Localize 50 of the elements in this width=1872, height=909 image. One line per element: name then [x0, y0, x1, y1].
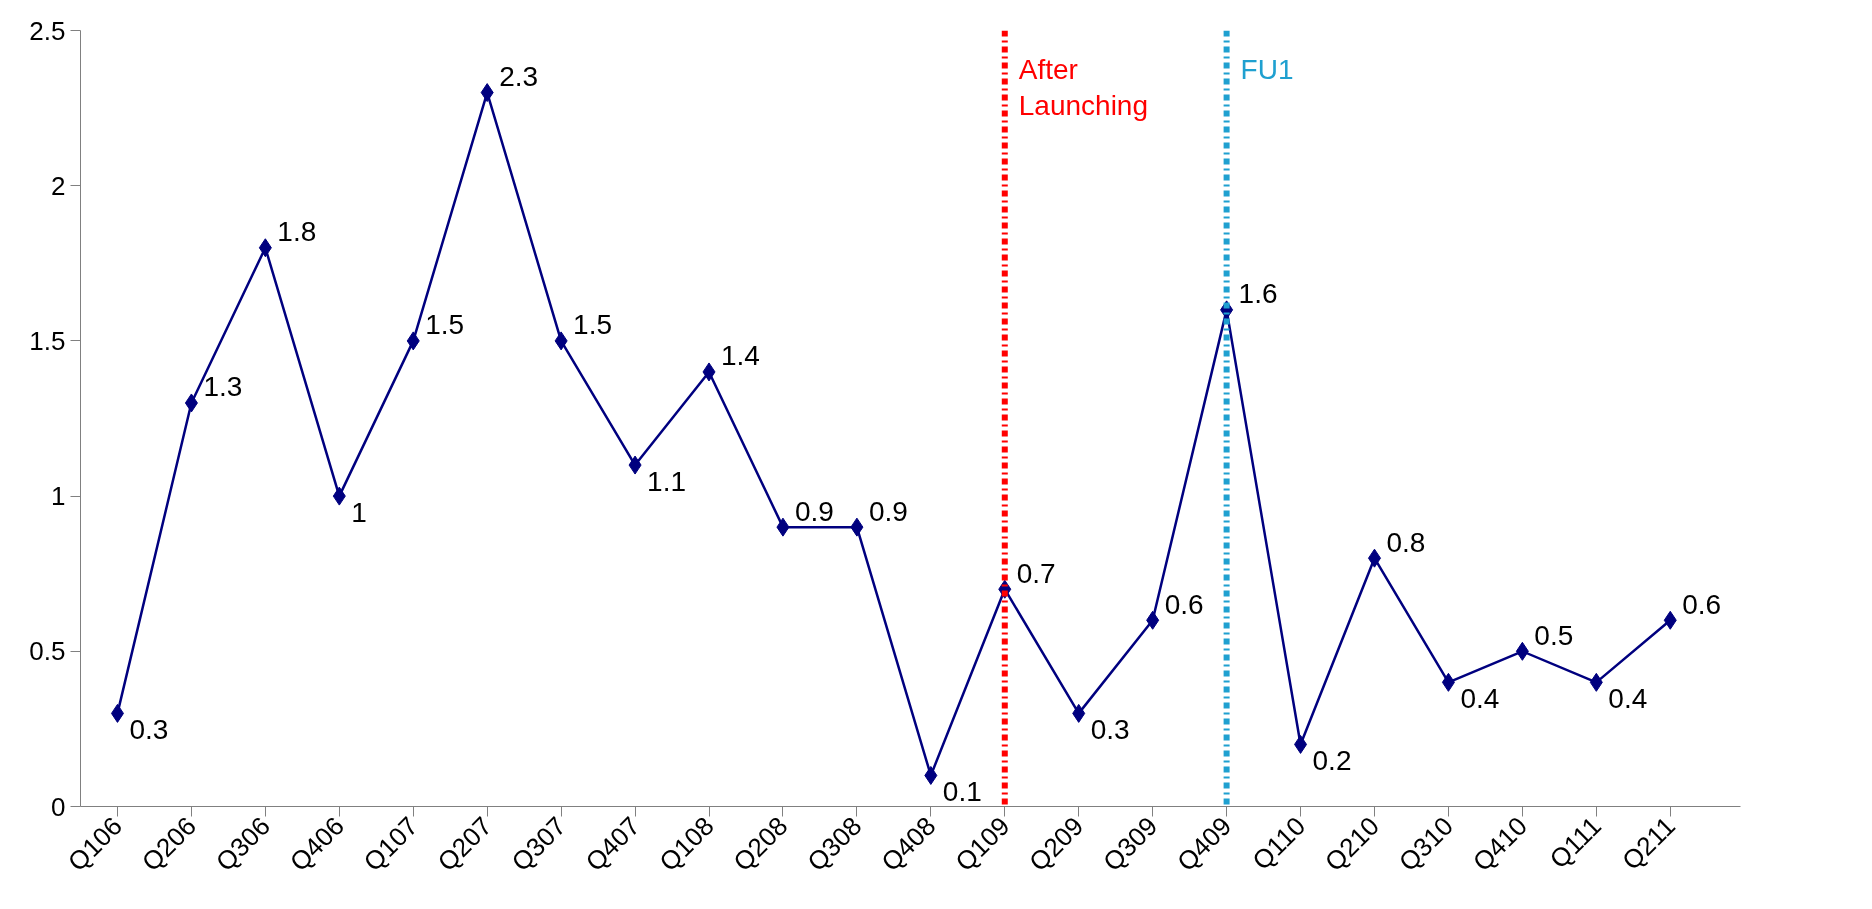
- data-label: 0.6: [1682, 588, 1722, 620]
- point: [332, 486, 346, 506]
- data-label: 1: [351, 496, 367, 528]
- point: [1367, 548, 1381, 568]
- data-label: 0.6: [1164, 588, 1204, 620]
- data-label: 0.9: [794, 495, 834, 527]
- y-tick-label: 1.5: [29, 325, 66, 356]
- point: [258, 238, 272, 258]
- point: [776, 517, 790, 537]
- y-tick-label: 2: [51, 170, 66, 201]
- data-label: 1.6: [1238, 278, 1278, 310]
- data-label: 0.4: [1460, 682, 1500, 714]
- point: [554, 331, 568, 351]
- data-label: 1.1: [647, 465, 686, 497]
- point: [1663, 610, 1677, 630]
- data-label: 0.2: [1312, 744, 1352, 776]
- y-tick-label: 2.5: [29, 15, 66, 46]
- data-label: 0.3: [1090, 713, 1130, 745]
- data-label: 1.4: [721, 340, 760, 372]
- point: [1589, 672, 1603, 692]
- point: [1146, 610, 1160, 630]
- point: [702, 362, 716, 382]
- ref-line-label: FU1: [1240, 53, 1294, 85]
- data-label: 1.3: [203, 371, 243, 403]
- data-label: 0.5: [1534, 619, 1574, 651]
- data-label: 1.5: [573, 309, 613, 341]
- point: [1072, 703, 1086, 723]
- data-label: 1.5: [425, 309, 465, 341]
- data-label: 2.3: [499, 61, 539, 93]
- point: [628, 455, 642, 475]
- data-label: 0.4: [1608, 682, 1648, 714]
- y-tick-label: 0: [51, 791, 66, 822]
- data-label: 0.8: [1386, 526, 1426, 558]
- y-tick-label: 1: [51, 481, 66, 512]
- point: [1441, 672, 1455, 692]
- point: [1515, 641, 1529, 661]
- data-label: 1.8: [277, 216, 317, 248]
- point: [406, 331, 420, 351]
- data-label: 0.9: [868, 495, 908, 527]
- point: [1294, 734, 1308, 754]
- point: [184, 393, 198, 413]
- point: [850, 517, 864, 537]
- data-label: 0.1: [942, 775, 982, 807]
- data-label: 0.3: [129, 713, 169, 745]
- y-tick-label: 0.5: [29, 636, 66, 667]
- point: [480, 83, 494, 103]
- point: [924, 765, 938, 785]
- ref-line-label: After Launching: [1018, 53, 1149, 121]
- point: [110, 703, 124, 723]
- data-label: 0.7: [1016, 557, 1056, 589]
